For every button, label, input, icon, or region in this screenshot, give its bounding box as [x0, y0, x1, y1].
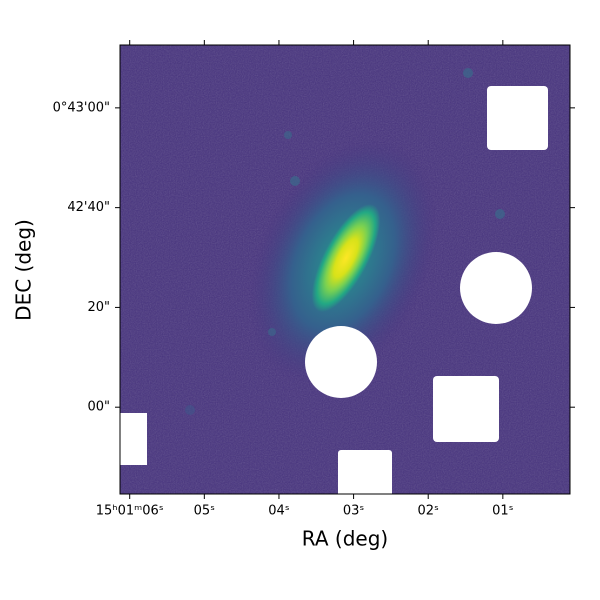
y-tick-label: 42'40" [67, 200, 110, 215]
x-tick-label: 04ˢ [268, 504, 290, 519]
x-axis-label: RA (deg) [302, 527, 388, 551]
y-tick-label: 00" [87, 400, 110, 415]
y-tick-label: 20" [87, 300, 110, 315]
x-tick-label: 03ˢ [343, 504, 365, 519]
sky-image [120, 45, 570, 494]
y-tick-label: 0°43'00" [53, 100, 110, 115]
x-tick-label: 01ˢ [492, 504, 514, 519]
y-axis-label: DEC (deg) [12, 219, 36, 321]
plot-frame [119, 44, 571, 495]
x-tick-label: 02ˢ [418, 504, 440, 519]
x-tick-label: 05ˢ [194, 504, 216, 519]
x-tick-label: 15ʰ01ᵐ06ˢ [96, 504, 164, 519]
